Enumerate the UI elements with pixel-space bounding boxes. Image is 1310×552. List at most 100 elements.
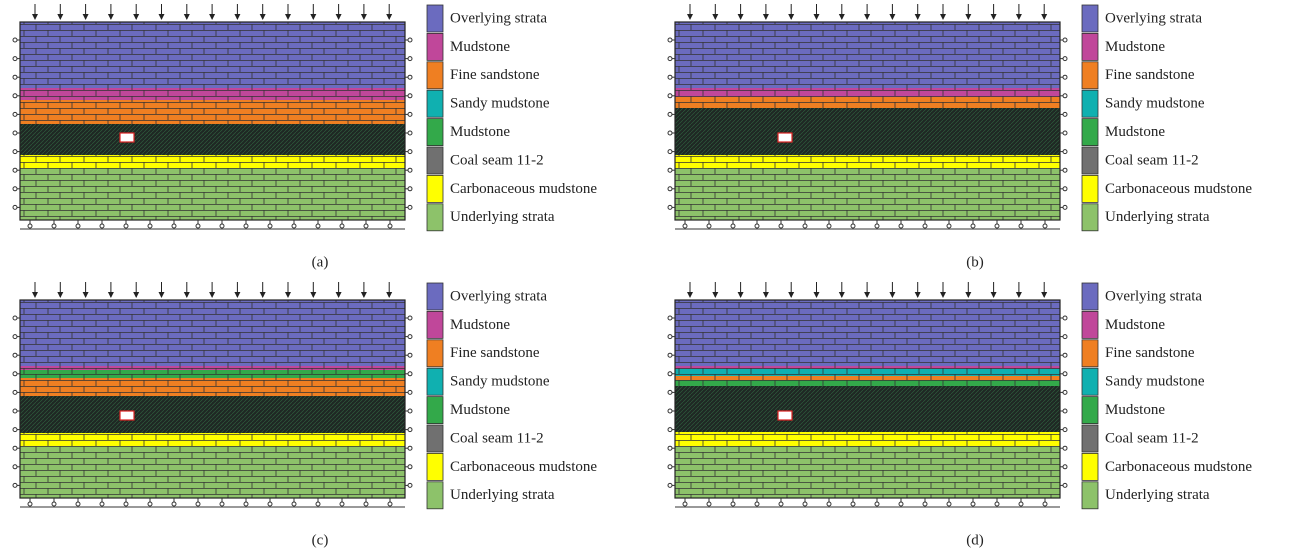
arrow-head [209, 292, 215, 298]
roller [244, 224, 248, 228]
roller [13, 112, 17, 116]
arrow-head [184, 292, 190, 298]
legend-swatch [1082, 482, 1098, 509]
arrow-head [83, 14, 89, 20]
legend-label: Mudstone [450, 402, 510, 418]
arrow-head [285, 14, 291, 20]
roller [268, 502, 272, 506]
legend-swatch [1082, 368, 1098, 395]
caption: (a) [312, 254, 329, 270]
texture [20, 155, 405, 168]
arrow-head [260, 14, 266, 20]
legend-swatch [427, 5, 443, 32]
roller [1063, 57, 1067, 61]
roller [1063, 168, 1067, 172]
roller [1063, 465, 1067, 469]
roller [13, 335, 17, 339]
legend-label: Underlying strata [450, 209, 555, 225]
roller [1063, 409, 1067, 413]
caption: (b) [966, 254, 984, 270]
roller [1063, 316, 1067, 320]
legend-label: Overlying strata [1105, 10, 1202, 26]
roller [851, 224, 855, 228]
panel: Overlying strataMudstoneFine sandstoneSa… [668, 4, 1252, 270]
legend-label: Carbonaceous mudstone [450, 181, 597, 197]
roller [220, 502, 224, 506]
arrow-head [184, 14, 190, 20]
roller [683, 224, 687, 228]
roller [779, 224, 783, 228]
roller [268, 224, 272, 228]
roller [76, 224, 80, 228]
roller [13, 465, 17, 469]
arrow-head [940, 14, 946, 20]
roller [13, 168, 17, 172]
page: {"panels": [ {"caption": "(a)", "legend"… [0, 0, 1310, 552]
panel: Overlying strataMudstoneFine sandstoneSa… [668, 282, 1252, 548]
legend-label: Underlying strata [450, 487, 555, 503]
caption: (d) [966, 532, 984, 548]
arrow-head [386, 292, 392, 298]
roller [707, 502, 711, 506]
legend-label: Overlying strata [450, 288, 547, 304]
arrow-head [260, 292, 266, 298]
legend-label: Coal seam 11-2 [1105, 430, 1199, 446]
roller [408, 187, 412, 191]
roller [124, 502, 128, 506]
texture [675, 432, 1060, 446]
legend-swatch [427, 283, 443, 310]
roller [1019, 502, 1023, 506]
roller [947, 224, 951, 228]
roller [13, 316, 17, 320]
arrow-head [788, 14, 794, 20]
roller [668, 112, 672, 116]
roller [971, 224, 975, 228]
legend-label: Fine sandstone [1105, 345, 1195, 361]
roller [316, 502, 320, 506]
roller [316, 224, 320, 228]
arrow-head [234, 14, 240, 20]
roller [1063, 150, 1067, 154]
arrow-head [839, 292, 845, 298]
texture [675, 366, 1060, 369]
legend-swatch [1082, 175, 1098, 202]
roller [340, 502, 344, 506]
roller [408, 483, 412, 487]
texture [20, 168, 405, 220]
legend-label: Mudstone [450, 39, 510, 55]
arrow-head [361, 14, 367, 20]
roller [28, 224, 32, 228]
legend-label: Coal seam 11-2 [450, 152, 544, 168]
roller [13, 94, 17, 98]
roller [100, 224, 104, 228]
arrow-head [386, 14, 392, 20]
roller [408, 446, 412, 450]
roller [995, 224, 999, 228]
arrow-head [738, 14, 744, 20]
roller [172, 224, 176, 228]
legend-swatch [427, 311, 443, 338]
arrow-head [814, 292, 820, 298]
texture [675, 300, 1060, 366]
roller [408, 168, 412, 172]
roller [668, 316, 672, 320]
roller [875, 224, 879, 228]
texture [675, 386, 1060, 432]
roller [388, 502, 392, 506]
roller [1063, 372, 1067, 376]
legend-swatch [1082, 283, 1098, 310]
roller [668, 38, 672, 42]
arrow-head [209, 14, 215, 20]
roller [13, 372, 17, 376]
legend-label: Sandy mudstone [450, 96, 550, 112]
roller [13, 187, 17, 191]
roller [899, 224, 903, 228]
arrow-head [108, 14, 114, 20]
texture [675, 22, 1060, 88]
panel: Overlying strataMudstoneFine sandstoneSa… [13, 282, 597, 548]
arrow-head [285, 292, 291, 298]
legend-swatch [1082, 147, 1098, 174]
legend-swatch [1082, 204, 1098, 231]
legend-swatch [1082, 90, 1098, 117]
roller [668, 205, 672, 209]
